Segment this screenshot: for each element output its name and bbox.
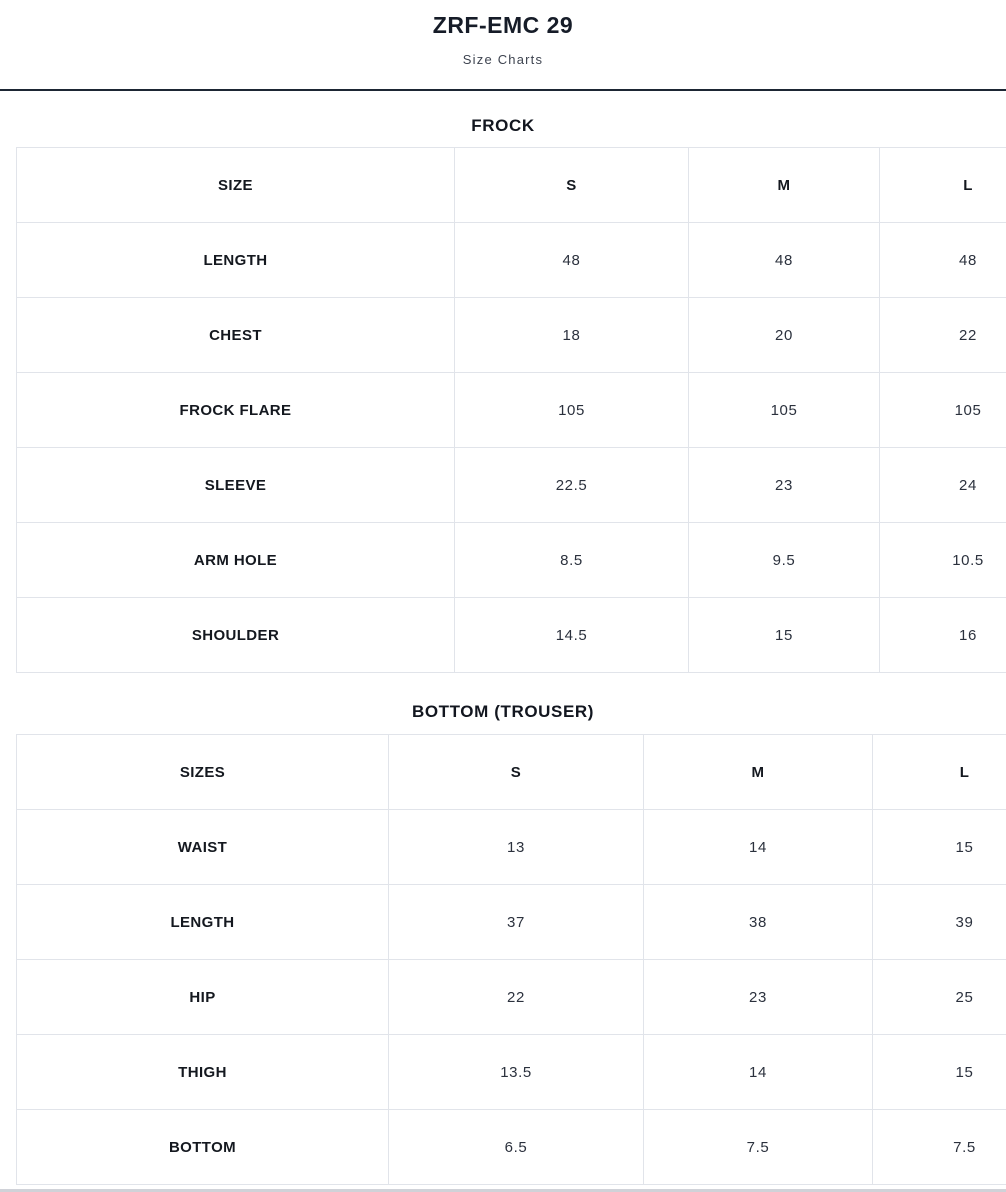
header-divider xyxy=(0,89,1006,91)
row-label-cell: FROCK FLARE xyxy=(16,372,455,448)
table-row: CHEST 18 20 22 xyxy=(16,297,1006,373)
section-heading-bottom-trouser: BOTTOM (TROUSER) xyxy=(411,702,595,721)
value-cell: 15 xyxy=(688,597,880,673)
header-cell: S xyxy=(388,734,644,810)
row-label-cell: THIGH xyxy=(16,1034,389,1110)
table-row: LENGTH 37 38 39 xyxy=(16,884,1006,960)
table-row: ARM HOLE 8.5 9.5 10.5 xyxy=(16,522,1006,598)
row-label-cell: LENGTH xyxy=(16,884,389,960)
table-row: HIP 22 23 25 xyxy=(16,959,1006,1035)
header-cell: L xyxy=(879,147,1006,223)
value-cell: 22.5 xyxy=(454,447,689,523)
value-cell: 14 xyxy=(643,1034,873,1110)
header-cell: M xyxy=(688,147,880,223)
table-row: WAIST 13 14 15 xyxy=(16,809,1006,885)
value-cell: 37 xyxy=(388,884,644,960)
row-label-cell: SHOULDER xyxy=(16,597,455,673)
row-label-cell: HIP xyxy=(16,959,389,1035)
value-cell: 8.5 xyxy=(454,522,689,598)
value-cell: 10.5 xyxy=(879,522,1006,598)
header-cell: SIZE xyxy=(16,147,455,223)
row-label-cell: WAIST xyxy=(16,809,389,885)
value-cell: 22 xyxy=(879,297,1006,373)
table-row: LENGTH 48 48 48 xyxy=(16,222,1006,298)
value-cell: 23 xyxy=(643,959,873,1035)
value-cell: 6.5 xyxy=(388,1109,644,1185)
table-header-row: SIZE S M L xyxy=(16,147,1006,223)
value-cell: 14.5 xyxy=(454,597,689,673)
value-cell: 39 xyxy=(872,884,1006,960)
value-cell: 15 xyxy=(872,1034,1006,1110)
value-cell: 23 xyxy=(688,447,880,523)
value-cell: 13 xyxy=(388,809,644,885)
row-label-cell: BOTTOM xyxy=(16,1109,389,1185)
header-cell: S xyxy=(454,147,689,223)
trouser-size-table: SIZES S M L WAIST 13 14 15 LENGTH 37 38 … xyxy=(16,734,1006,1185)
table-row: THIGH 13.5 14 15 xyxy=(16,1034,1006,1110)
page-bottom-edge xyxy=(0,1189,1006,1192)
value-cell: 25 xyxy=(872,959,1006,1035)
section-heading-frock: FROCK xyxy=(471,116,535,135)
table-header-row: SIZES S M L xyxy=(16,734,1006,810)
value-cell: 13.5 xyxy=(388,1034,644,1110)
value-cell: 38 xyxy=(643,884,873,960)
table-row: BOTTOM 6.5 7.5 7.5 xyxy=(16,1109,1006,1185)
frock-size-table: SIZE S M L LENGTH 48 48 48 CHEST 18 20 2… xyxy=(16,147,1006,673)
value-cell: 9.5 xyxy=(688,522,880,598)
value-cell: 48 xyxy=(454,222,689,298)
table-row: SLEEVE 22.5 23 24 xyxy=(16,447,1006,523)
table-row: FROCK FLARE 105 105 105 xyxy=(16,372,1006,448)
row-label-cell: LENGTH xyxy=(16,222,455,298)
value-cell: 14 xyxy=(643,809,873,885)
value-cell: 16 xyxy=(879,597,1006,673)
value-cell: 22 xyxy=(388,959,644,1035)
value-cell: 7.5 xyxy=(643,1109,873,1185)
page-title: ZRF-EMC 29 xyxy=(432,12,574,38)
value-cell: 48 xyxy=(879,222,1006,298)
value-cell: 48 xyxy=(688,222,880,298)
value-cell: 18 xyxy=(454,297,689,373)
value-cell: 20 xyxy=(688,297,880,373)
table-row: SHOULDER 14.5 15 16 xyxy=(16,597,1006,673)
value-cell: 105 xyxy=(454,372,689,448)
row-label-cell: SLEEVE xyxy=(16,447,455,523)
header-cell: L xyxy=(872,734,1006,810)
value-cell: 24 xyxy=(879,447,1006,523)
header-cell: SIZES xyxy=(16,734,389,810)
row-label-cell: ARM HOLE xyxy=(16,522,455,598)
value-cell: 105 xyxy=(688,372,880,448)
value-cell: 7.5 xyxy=(872,1109,1006,1185)
page-subtitle: Size Charts xyxy=(462,52,544,67)
row-label-cell: CHEST xyxy=(16,297,455,373)
value-cell: 15 xyxy=(872,809,1006,885)
document-header: ZRF-EMC 29 Size Charts xyxy=(0,0,1006,67)
value-cell: 105 xyxy=(879,372,1006,448)
header-cell: M xyxy=(643,734,873,810)
